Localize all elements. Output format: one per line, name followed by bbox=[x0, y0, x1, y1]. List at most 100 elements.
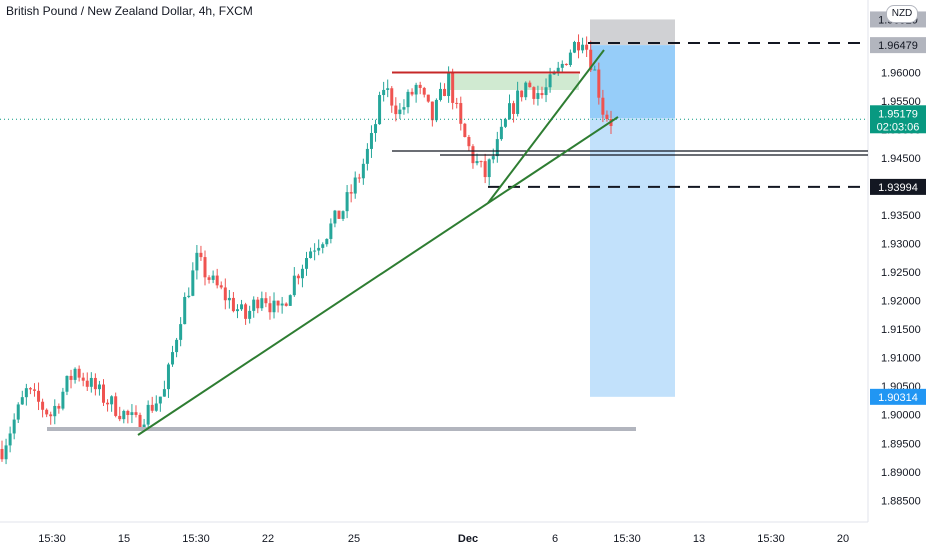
candle-body bbox=[463, 123, 467, 138]
candle-body bbox=[406, 91, 410, 108]
candle-body bbox=[150, 404, 154, 411]
candle-body bbox=[28, 388, 32, 390]
x-axis[interactable]: 15:30 15 15:30 22 25 Dec 6 15:30 13 15:30 20 bbox=[38, 533, 849, 545]
candle-body bbox=[41, 401, 45, 410]
candle-body bbox=[288, 295, 292, 306]
candle-body bbox=[252, 299, 256, 311]
y-tick-label: 1.96000 bbox=[881, 67, 921, 79]
candle-body bbox=[556, 67, 560, 72]
price-tag-bg bbox=[870, 178, 926, 195]
candle-body bbox=[402, 107, 406, 110]
candle-body bbox=[438, 88, 442, 100]
candle-body bbox=[97, 384, 101, 390]
candle-body bbox=[605, 114, 609, 119]
candle-body bbox=[89, 377, 93, 387]
risk-zone bbox=[590, 19, 675, 46]
candle-body bbox=[369, 133, 373, 149]
candle-body bbox=[61, 391, 65, 409]
candle-body bbox=[37, 390, 41, 402]
candle-body bbox=[49, 414, 53, 417]
candle-body bbox=[434, 99, 438, 121]
candle-body bbox=[195, 252, 199, 271]
x-tick-label: 6 bbox=[552, 533, 558, 545]
candle-body bbox=[568, 52, 572, 66]
candle-body bbox=[418, 84, 422, 88]
candle-body bbox=[495, 139, 499, 157]
candle-body bbox=[276, 300, 280, 306]
price-tag-value: 1.93994 bbox=[878, 182, 918, 194]
candle-body bbox=[414, 84, 418, 95]
candle-body bbox=[532, 87, 536, 99]
drawings-front[interactable] bbox=[0, 42, 868, 436]
candle-body bbox=[479, 161, 483, 163]
candle-body bbox=[593, 69, 597, 71]
candle-body bbox=[597, 69, 601, 98]
candle-body bbox=[499, 126, 503, 140]
candle-body bbox=[207, 277, 211, 280]
green-box bbox=[449, 74, 579, 90]
candle-body bbox=[540, 93, 544, 96]
candle-body bbox=[110, 396, 114, 405]
candle-body bbox=[341, 211, 345, 219]
y-tick-label: 1.91000 bbox=[881, 353, 921, 365]
candle-body bbox=[102, 384, 105, 403]
candle-body bbox=[317, 247, 321, 251]
candle-body bbox=[353, 177, 357, 194]
candle-body bbox=[487, 159, 491, 178]
candle-body bbox=[512, 103, 516, 114]
y-axis[interactable]: 1.885001.890001.895001.900001.905001.910… bbox=[881, 10, 921, 507]
candle-body bbox=[520, 90, 524, 98]
candle-body bbox=[106, 402, 110, 405]
candle-body bbox=[130, 412, 134, 415]
candle-body bbox=[211, 275, 215, 280]
candle-body bbox=[325, 238, 329, 245]
candle-body bbox=[45, 409, 49, 415]
current-price-badge bbox=[870, 105, 926, 134]
x-tick-label: 22 bbox=[262, 533, 274, 545]
candle-body bbox=[443, 88, 447, 97]
y-tick-label: 1.88500 bbox=[881, 495, 921, 507]
candle-body bbox=[223, 287, 227, 301]
candle-body bbox=[536, 93, 540, 99]
candle-body bbox=[175, 339, 179, 353]
candle-body bbox=[451, 71, 455, 103]
x-tick-label: 15:30 bbox=[757, 533, 785, 545]
candle-body bbox=[300, 268, 304, 279]
candle-body bbox=[313, 250, 317, 252]
candle-body bbox=[77, 368, 81, 378]
candle-body bbox=[386, 88, 390, 90]
candle-body bbox=[374, 124, 378, 134]
candle-body bbox=[284, 303, 288, 306]
y-tick-label: 1.89500 bbox=[881, 438, 921, 450]
candle-body bbox=[191, 270, 195, 296]
candle-body bbox=[564, 63, 568, 66]
candle-body bbox=[215, 275, 219, 286]
candle-body bbox=[166, 364, 170, 390]
candle-body bbox=[581, 44, 585, 51]
candle-body bbox=[146, 404, 150, 425]
candle-body bbox=[475, 161, 479, 164]
candle-body bbox=[158, 396, 162, 404]
candle-body bbox=[20, 397, 24, 405]
candle-body bbox=[548, 74, 552, 88]
candle-body bbox=[483, 161, 487, 178]
candle-body bbox=[349, 192, 353, 194]
current-price-value: 1.95179 bbox=[878, 108, 918, 120]
candle-body bbox=[126, 410, 130, 415]
candle-body bbox=[231, 297, 235, 312]
candle-body bbox=[118, 415, 122, 420]
candle-body bbox=[154, 403, 158, 411]
candle-body bbox=[447, 71, 451, 97]
candle-body bbox=[544, 87, 548, 96]
candle-body bbox=[321, 244, 325, 248]
candle-body bbox=[134, 412, 138, 415]
profit-zone bbox=[590, 118, 675, 397]
candle-body bbox=[138, 414, 142, 429]
candle-body bbox=[256, 299, 260, 309]
candle-body bbox=[337, 210, 341, 219]
currency-badge[interactable]: NZD bbox=[886, 5, 918, 23]
candle-body bbox=[345, 192, 349, 212]
chart-title: British Pound / New Zealand Dollar, 4h, … bbox=[6, 4, 253, 18]
